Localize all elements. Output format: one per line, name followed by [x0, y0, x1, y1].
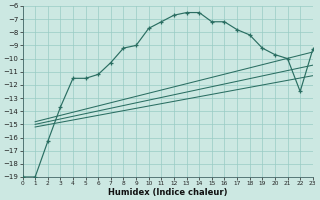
- X-axis label: Humidex (Indice chaleur): Humidex (Indice chaleur): [108, 188, 228, 197]
